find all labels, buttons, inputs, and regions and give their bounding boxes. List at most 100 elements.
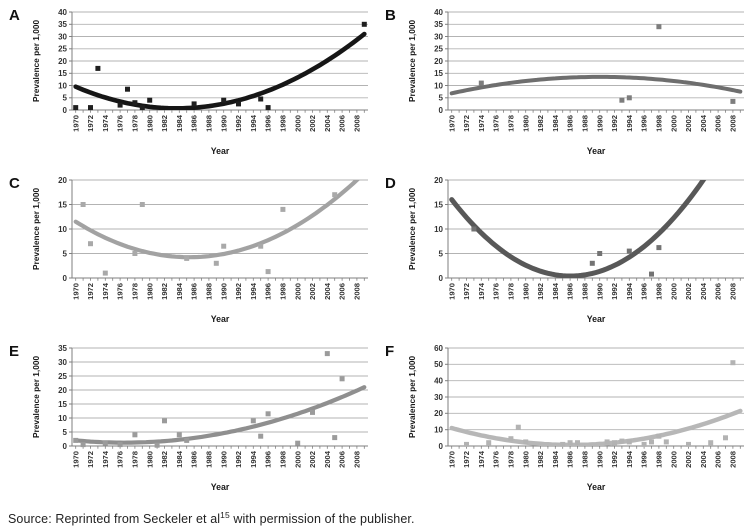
panel-letter: D (385, 175, 396, 192)
panel-letter: F (385, 343, 394, 360)
data-point (723, 435, 728, 441)
x-tick-label: 1978 (131, 283, 140, 300)
x-tick-label: 2004 (323, 114, 332, 132)
x-tick-label: 1988 (581, 451, 590, 468)
x-tick-label: 1976 (116, 115, 125, 132)
x-tick-label: 1990 (595, 451, 604, 468)
y-tick-label: 60 (434, 344, 443, 353)
data-point (258, 433, 264, 439)
x-tick-label: 1986 (566, 451, 575, 468)
x-tick-label: 1972 (86, 283, 95, 300)
trend-curve (449, 180, 707, 278)
x-tick-label: 1990 (595, 283, 604, 300)
y-axis-title: Prevalence per 1,000 (407, 20, 417, 102)
y-tick-label: 0 (439, 442, 444, 451)
x-tick-label: 1976 (492, 283, 501, 300)
x-tick-label: 1984 (175, 114, 184, 132)
panel-E-chart: 0 5 10 15 20 25 30 35 1970 1972 1974 1976 1978 1980 19… (9, 343, 368, 492)
y-tick-label: 5 (63, 249, 68, 258)
data-point (221, 97, 227, 103)
x-tick-label: 1974 (477, 450, 486, 468)
x-tick-label: 1998 (279, 115, 288, 132)
data-point (102, 440, 108, 446)
data-point (88, 241, 93, 247)
x-tick-label: 1976 (116, 451, 125, 468)
x-tick-label: 1970 (71, 115, 80, 132)
data-point (176, 432, 182, 438)
y-tick-label: 5 (63, 428, 68, 437)
data-point (663, 439, 669, 445)
x-tick-label: 2000 (669, 115, 678, 132)
x-tick-label: 1982 (160, 283, 169, 300)
x-tick-label: 1984 (551, 450, 560, 468)
data-point (258, 96, 264, 102)
data-point (95, 65, 101, 71)
data-point (597, 251, 603, 256)
caption-suffix: with permission of the publisher. (229, 512, 415, 527)
y-tick-label: 20 (434, 57, 443, 66)
y-tick-label: 35 (58, 20, 67, 29)
x-tick-label: 1994 (625, 450, 634, 468)
trend-curve (73, 385, 367, 445)
data-point (560, 441, 566, 447)
trend-curve (73, 31, 367, 110)
y-tick-label: 25 (58, 45, 67, 54)
data-point (213, 260, 219, 266)
y-tick-label: 30 (434, 32, 443, 41)
data-point (515, 424, 521, 430)
x-tick-label: 1972 (462, 115, 471, 132)
x-tick-label: 2004 (699, 114, 708, 132)
y-tick-label: 5 (439, 249, 444, 258)
x-tick-label: 1972 (462, 451, 471, 468)
y-tick-label: 35 (434, 20, 443, 29)
x-tick-label: 2006 (338, 283, 347, 300)
x-tick-label: 1986 (190, 283, 199, 300)
data-point (641, 441, 647, 447)
x-tick-label: 1986 (190, 451, 199, 468)
x-tick-label: 2002 (684, 451, 693, 468)
x-tick-label: 1998 (655, 115, 664, 132)
data-point (486, 440, 492, 446)
data-point (117, 102, 123, 108)
data-point (162, 418, 167, 424)
y-tick-label: 0 (63, 106, 68, 115)
panel-C-chart: 0 5 10 15 20 1970 1972 1974 1976 1978 1980 1982 1984… (9, 175, 368, 324)
x-tick-label: 1980 (521, 451, 530, 468)
y-axis-title: Prevalence per 1,000 (31, 188, 41, 270)
caption-superscript: 15 (220, 510, 230, 520)
y-axis-title: Prevalence per 1,000 (31, 20, 41, 102)
panel-C: 0 5 10 15 20 1970 1972 1974 1976 1978 1980 1982 1984… (0, 168, 376, 336)
data-point (471, 226, 477, 232)
data-point (361, 21, 367, 27)
y-tick-label: 25 (434, 45, 443, 54)
y-tick-label: 15 (434, 69, 443, 78)
x-tick-label: 1984 (551, 114, 560, 132)
x-tick-label: 2008 (729, 283, 738, 300)
data-point (139, 105, 145, 111)
x-tick-label: 1972 (86, 451, 95, 468)
x-tick-label: 1990 (219, 283, 228, 300)
data-point (478, 80, 484, 86)
data-point (258, 243, 264, 249)
x-tick-label: 1992 (234, 283, 243, 300)
x-tick-label: 1992 (234, 451, 243, 468)
data-point (656, 24, 662, 30)
x-tick-label: 1978 (507, 115, 516, 132)
y-tick-label: 30 (434, 393, 443, 402)
x-tick-label: 1994 (249, 450, 258, 468)
data-point (708, 440, 714, 446)
y-tick-label: 30 (58, 358, 67, 367)
x-tick-label: 1982 (536, 451, 545, 468)
panel-letter: C (9, 175, 20, 192)
data-point (73, 105, 79, 111)
y-tick-label: 0 (439, 106, 444, 115)
data-point (626, 95, 632, 101)
x-tick-label: 2004 (323, 450, 332, 468)
x-tick-label: 1996 (640, 451, 649, 468)
x-tick-label: 2002 (308, 451, 317, 468)
x-tick-label: 1992 (610, 451, 619, 468)
data-point (730, 98, 736, 104)
panel-F: 0 10 20 30 40 50 60 1970 1972 1974 1976 1978 1980 198… (376, 336, 752, 504)
x-tick-label: 1970 (447, 115, 456, 132)
data-point (132, 432, 138, 438)
